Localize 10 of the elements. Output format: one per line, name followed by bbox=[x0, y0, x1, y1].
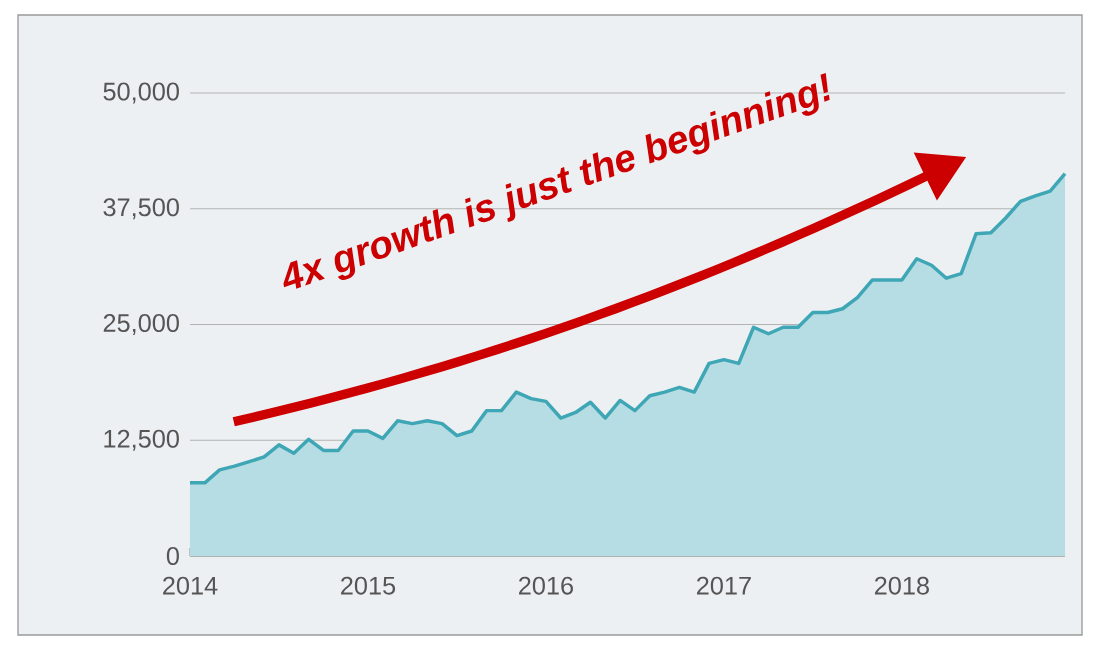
x-tick-label: 2014 bbox=[163, 576, 218, 595]
x-tick-label: 2015 bbox=[341, 576, 396, 595]
x-tick-label: 2018 bbox=[874, 576, 929, 595]
y-tick-label: 12,500 bbox=[104, 429, 179, 451]
y-tick-label: 37,500 bbox=[103, 198, 179, 220]
y-tick-label: 0 bbox=[166, 547, 179, 565]
x-tick-label: 2017 bbox=[697, 576, 751, 595]
x-tick-label: 2016 bbox=[519, 576, 573, 595]
y-tick-label: 25,000 bbox=[103, 314, 179, 335]
y-tick-label: 50,000 bbox=[103, 82, 179, 104]
